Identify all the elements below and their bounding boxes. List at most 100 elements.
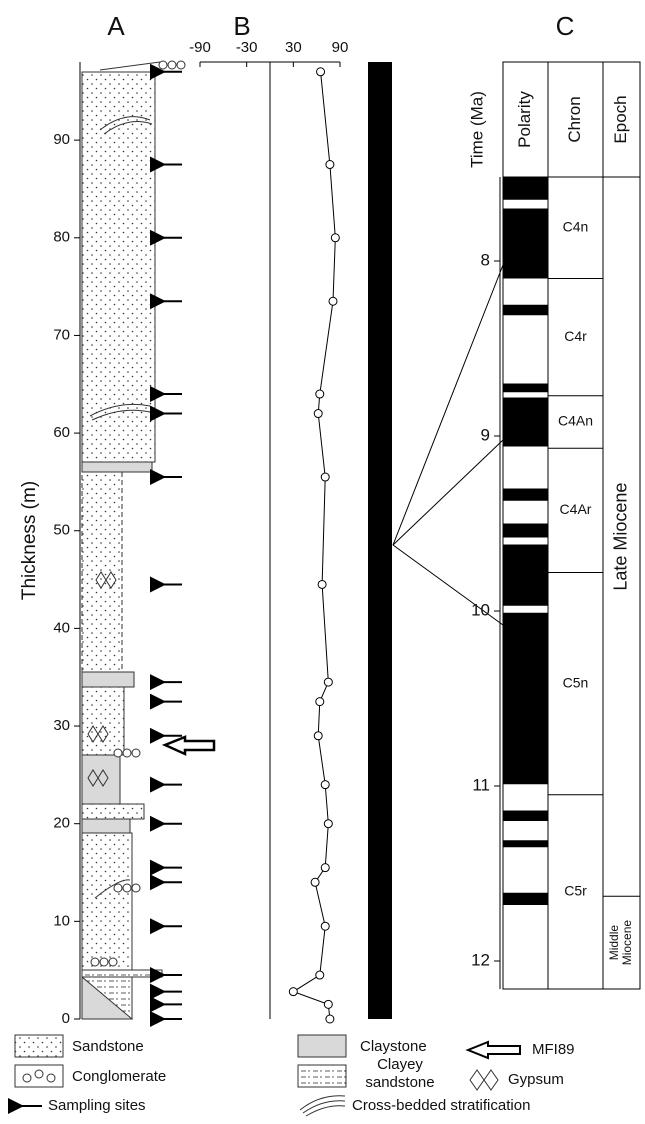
legend-label: Clayey xyxy=(377,1056,423,1073)
normal-polarity xyxy=(503,810,548,821)
time-tick-label: 8 xyxy=(481,250,490,269)
site-point xyxy=(310,877,320,887)
panel-label: C xyxy=(556,11,575,41)
panel-label: B xyxy=(233,11,250,41)
site-point xyxy=(323,819,333,829)
chron-label: C4r xyxy=(564,328,587,344)
legend-label: Sandstone xyxy=(72,1038,144,1055)
time-tick-label: 11 xyxy=(472,775,490,794)
time-tick-label: 9 xyxy=(481,425,490,444)
normal-polarity xyxy=(503,383,548,393)
site-point xyxy=(288,987,298,997)
site-point xyxy=(323,999,333,1009)
normal-polarity xyxy=(503,304,548,316)
time-axis-label: Time (Ma) xyxy=(467,91,486,168)
mean-line xyxy=(292,71,336,1020)
x-tick-label: -90 xyxy=(189,39,211,56)
legend-label: Conglomerate xyxy=(72,1068,166,1085)
x-tick-label: -30 xyxy=(236,39,258,56)
site-point xyxy=(325,1014,335,1024)
polarity-bar xyxy=(368,62,392,1019)
time-tick-label: 10 xyxy=(471,600,490,619)
sandstone xyxy=(81,803,145,820)
legend-label: Claystone xyxy=(360,1038,427,1055)
site-point xyxy=(315,970,325,980)
y-tick-label: 0 xyxy=(62,1010,70,1027)
claystone xyxy=(81,818,131,834)
claystone xyxy=(81,461,153,473)
site-point xyxy=(313,409,323,419)
y-tick-label: 10 xyxy=(53,912,70,929)
claystone xyxy=(81,754,121,805)
column-header: Epoch xyxy=(611,95,630,143)
site-point xyxy=(316,67,326,77)
sandstone xyxy=(81,686,125,756)
legend-swatch xyxy=(14,1064,64,1088)
site-point xyxy=(317,579,327,589)
chron-label: C5n xyxy=(563,674,589,690)
cross-bedding xyxy=(89,116,153,899)
site-point xyxy=(320,863,330,873)
normal-polarity xyxy=(503,612,548,785)
legend-swatch xyxy=(299,1095,346,1117)
lithology-column xyxy=(81,60,186,1020)
normal-polarity xyxy=(503,208,548,279)
site-point xyxy=(320,472,330,482)
chron-label: C4An xyxy=(558,413,593,429)
site-point xyxy=(320,921,330,931)
normal-polarity xyxy=(503,397,548,447)
y-tick-label: 50 xyxy=(53,522,70,539)
site-point xyxy=(320,780,330,790)
y-tick-label: 60 xyxy=(53,424,70,441)
mfi89-arrow xyxy=(161,735,216,756)
y-tick-label: 70 xyxy=(53,326,70,343)
epoch-label: Middle xyxy=(607,925,621,961)
column-header: Chron xyxy=(565,96,584,142)
legend-label: MFI89 xyxy=(532,1041,575,1058)
x-tick-label: 90 xyxy=(332,39,349,56)
normal-polarity xyxy=(503,892,548,905)
y-tick-label: 30 xyxy=(53,717,70,734)
clayey-sandstone xyxy=(81,969,163,978)
site-point xyxy=(313,731,323,741)
claystone xyxy=(81,671,135,688)
conglomerate xyxy=(90,60,186,967)
legend-swatch xyxy=(14,1034,64,1058)
time-tick-label: 12 xyxy=(471,950,490,969)
legend-label: Gypsum xyxy=(508,1071,564,1088)
chron-label: C5r xyxy=(564,883,587,899)
gypsum xyxy=(87,571,117,787)
legend-swatch xyxy=(22,1069,56,1083)
chron-label: C4n xyxy=(563,218,589,234)
legend-swatch xyxy=(297,1064,347,1088)
claystone xyxy=(81,975,134,1020)
panel-label: A xyxy=(107,11,125,41)
x-tick-label: 30 xyxy=(285,39,302,56)
sandstone xyxy=(81,471,123,673)
legend-label: Cross-bedded stratification xyxy=(352,1097,530,1114)
sandstone xyxy=(81,832,133,971)
column-header: Polarity xyxy=(515,91,534,148)
chron-label: C4Ar xyxy=(560,501,592,517)
y-tick-label: 80 xyxy=(53,229,70,246)
site-point xyxy=(330,233,340,243)
legend-label: sandstone xyxy=(365,1074,434,1091)
y-tick-label: 20 xyxy=(53,815,70,832)
correlation-lines xyxy=(392,264,504,626)
conglomerate-lens xyxy=(99,61,161,71)
site-point xyxy=(328,296,338,306)
normal-polarity xyxy=(503,177,548,200)
site-point xyxy=(325,160,335,170)
site-point xyxy=(323,677,333,687)
normal-polarity xyxy=(503,544,548,606)
sandstone xyxy=(81,71,156,463)
legend-swatch xyxy=(469,1069,499,1091)
normal-polarity xyxy=(503,523,548,538)
legend: Sandstone Claystone MFI89 Conglomerate C… xyxy=(7,1034,575,1117)
epoch-label: Late Miocene xyxy=(610,483,630,591)
y-tick-label: 40 xyxy=(53,619,70,636)
site-point xyxy=(315,697,325,707)
y-tick-label: 90 xyxy=(53,131,70,148)
epoch-label: Miocene xyxy=(620,920,634,966)
